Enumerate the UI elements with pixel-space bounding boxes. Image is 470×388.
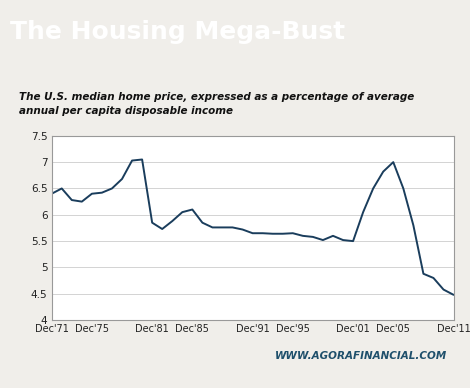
Text: The Housing Mega-Bust: The Housing Mega-Bust bbox=[10, 21, 345, 45]
Text: The U.S. median home price, expressed as a percentage of average
annual per capi: The U.S. median home price, expressed as… bbox=[19, 92, 414, 116]
Text: WWW.AGORAFINANCIAL.COM: WWW.AGORAFINANCIAL.COM bbox=[275, 351, 447, 361]
